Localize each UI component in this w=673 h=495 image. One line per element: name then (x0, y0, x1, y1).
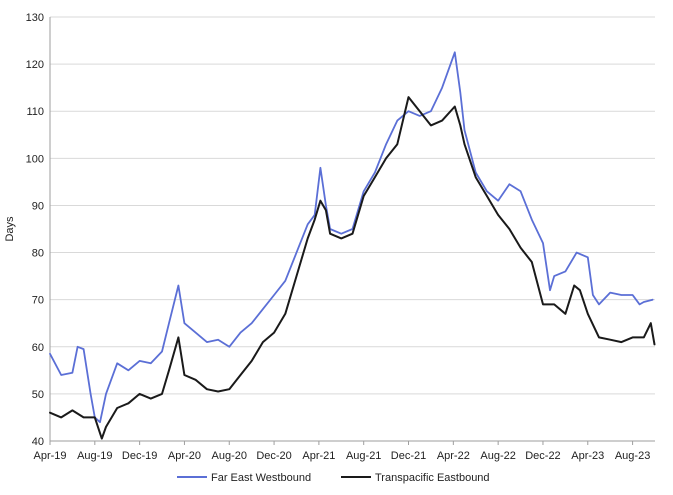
y-tick-label: 40 (32, 436, 44, 448)
axes: 40 50 60 70 80 90 100 110 120 130 Apr-19 Aug-19 Dec-… (4, 12, 655, 462)
legend-label: Transpacific Eastbound (375, 472, 490, 484)
y-tick-label: 110 (26, 106, 44, 118)
y-tick-label: 120 (26, 59, 44, 71)
y-axis-title: Days (4, 216, 16, 242)
x-tick-label: Aug-19 (77, 450, 112, 462)
x-tick-label: Aug-22 (480, 450, 515, 462)
x-tick-label: Dec-20 (256, 450, 291, 462)
series-line-far-east-westbound (49, 51, 654, 424)
y-tick-label: 70 (32, 295, 44, 307)
legend-label: Far East Westbound (211, 472, 311, 484)
x-tick-label: Aug-21 (346, 450, 381, 462)
x-tick-label: Aug-23 (615, 450, 650, 462)
y-tick-label: 60 (32, 342, 44, 354)
y-tick-label: 100 (26, 153, 44, 165)
x-tick-label: Apr-21 (302, 450, 335, 462)
x-tick-label: Apr-23 (571, 450, 604, 462)
x-tick-label: Apr-19 (33, 450, 66, 462)
y-tick-label: 90 (32, 200, 44, 212)
series-lines (49, 51, 656, 440)
y-tick-label: 50 (32, 389, 44, 401)
y-tick-label: 130 (26, 12, 44, 24)
legend: Far East Westbound Transpacific Eastbound (177, 472, 490, 484)
x-tick-label: Dec-19 (122, 450, 157, 462)
x-tick-label: Apr-22 (437, 450, 470, 462)
series-line-transpacific-eastbound (49, 96, 656, 440)
x-tick-label: Apr-20 (168, 450, 201, 462)
x-tick-label: Dec-21 (391, 450, 426, 462)
gridlines (50, 16, 655, 442)
y-tick-label: 80 (32, 248, 44, 260)
x-tick-label: Aug-20 (212, 450, 247, 462)
x-tick-label: Dec-22 (525, 450, 560, 462)
